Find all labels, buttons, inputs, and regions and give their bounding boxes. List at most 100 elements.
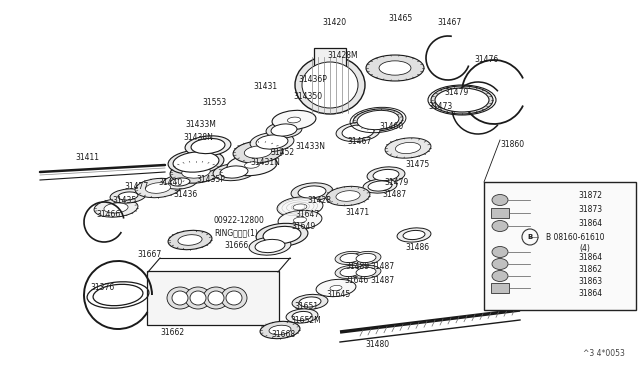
Ellipse shape bbox=[316, 279, 356, 296]
Bar bbox=[491, 283, 509, 293]
Ellipse shape bbox=[190, 291, 206, 305]
Ellipse shape bbox=[435, 88, 489, 112]
Text: 31475: 31475 bbox=[405, 160, 429, 169]
Ellipse shape bbox=[260, 321, 300, 339]
Text: 31433N: 31433N bbox=[295, 142, 325, 151]
Ellipse shape bbox=[326, 186, 370, 206]
Ellipse shape bbox=[163, 175, 197, 189]
Ellipse shape bbox=[170, 178, 190, 186]
Ellipse shape bbox=[104, 203, 128, 213]
Ellipse shape bbox=[291, 183, 333, 201]
Ellipse shape bbox=[220, 166, 248, 178]
Ellipse shape bbox=[330, 285, 342, 291]
Text: 31649: 31649 bbox=[291, 222, 316, 231]
Bar bbox=[491, 208, 509, 218]
Ellipse shape bbox=[492, 247, 508, 257]
Text: 31486: 31486 bbox=[405, 243, 429, 252]
Ellipse shape bbox=[367, 167, 405, 183]
Text: 31466: 31466 bbox=[96, 210, 120, 219]
Text: 31651: 31651 bbox=[294, 302, 318, 311]
Text: 31666: 31666 bbox=[224, 241, 248, 250]
Text: 31476: 31476 bbox=[474, 55, 499, 64]
Ellipse shape bbox=[256, 223, 308, 247]
Text: 31438N: 31438N bbox=[183, 133, 213, 142]
Ellipse shape bbox=[277, 197, 323, 217]
Text: 31435: 31435 bbox=[112, 196, 136, 205]
Ellipse shape bbox=[249, 237, 291, 255]
Text: (4): (4) bbox=[579, 244, 590, 253]
Text: 31862: 31862 bbox=[578, 266, 602, 275]
Ellipse shape bbox=[227, 154, 277, 176]
Text: 31465: 31465 bbox=[388, 14, 412, 23]
Text: 31473: 31473 bbox=[428, 102, 452, 111]
Text: RINGリング(1): RINGリング(1) bbox=[214, 228, 258, 237]
Ellipse shape bbox=[431, 86, 493, 114]
Ellipse shape bbox=[185, 136, 231, 156]
Text: 31467: 31467 bbox=[347, 137, 371, 146]
Ellipse shape bbox=[351, 251, 381, 264]
Ellipse shape bbox=[110, 189, 146, 203]
Ellipse shape bbox=[287, 117, 301, 123]
Ellipse shape bbox=[357, 110, 399, 129]
Ellipse shape bbox=[342, 125, 374, 139]
Text: 31864: 31864 bbox=[578, 289, 602, 298]
Ellipse shape bbox=[340, 267, 360, 276]
Ellipse shape bbox=[299, 297, 321, 307]
Ellipse shape bbox=[403, 230, 425, 240]
Ellipse shape bbox=[208, 291, 224, 305]
Ellipse shape bbox=[255, 240, 285, 253]
Bar bbox=[484, 182, 636, 310]
Ellipse shape bbox=[172, 291, 188, 305]
Text: 31647: 31647 bbox=[295, 210, 319, 219]
Ellipse shape bbox=[353, 109, 403, 131]
Text: 31480: 31480 bbox=[365, 340, 389, 349]
Text: B: B bbox=[527, 234, 532, 240]
Ellipse shape bbox=[335, 251, 365, 264]
Text: 31479: 31479 bbox=[444, 88, 468, 97]
Text: 31436P: 31436P bbox=[298, 75, 327, 84]
Ellipse shape bbox=[173, 152, 219, 172]
Ellipse shape bbox=[168, 150, 224, 174]
Ellipse shape bbox=[363, 179, 397, 193]
Text: 314350: 314350 bbox=[293, 92, 322, 101]
Text: 31479: 31479 bbox=[384, 178, 408, 187]
Text: 31487: 31487 bbox=[370, 276, 394, 285]
Text: 31452: 31452 bbox=[270, 148, 294, 157]
Text: 31431N: 31431N bbox=[250, 158, 280, 167]
Ellipse shape bbox=[178, 235, 202, 245]
Text: 31873: 31873 bbox=[578, 205, 602, 215]
Text: 31645: 31645 bbox=[326, 290, 350, 299]
Ellipse shape bbox=[292, 311, 312, 321]
Text: 31471: 31471 bbox=[345, 208, 369, 217]
Bar bbox=[314, 48, 346, 70]
Ellipse shape bbox=[278, 210, 322, 230]
Text: 31667: 31667 bbox=[137, 250, 161, 259]
Text: 31431: 31431 bbox=[253, 82, 277, 91]
Ellipse shape bbox=[336, 122, 380, 142]
Ellipse shape bbox=[492, 221, 508, 231]
Ellipse shape bbox=[93, 284, 143, 306]
Ellipse shape bbox=[356, 267, 376, 276]
Text: 31863: 31863 bbox=[578, 278, 602, 286]
Ellipse shape bbox=[266, 122, 302, 138]
Ellipse shape bbox=[233, 141, 283, 163]
Ellipse shape bbox=[366, 55, 424, 81]
Ellipse shape bbox=[256, 135, 288, 149]
Text: 31553: 31553 bbox=[202, 98, 227, 107]
Ellipse shape bbox=[445, 92, 479, 108]
Ellipse shape bbox=[492, 270, 508, 282]
Ellipse shape bbox=[250, 132, 294, 152]
Ellipse shape bbox=[385, 138, 431, 158]
Ellipse shape bbox=[167, 287, 193, 309]
Ellipse shape bbox=[226, 291, 242, 305]
Text: ^3 4*0053: ^3 4*0053 bbox=[583, 349, 625, 358]
Text: 31428M: 31428M bbox=[327, 51, 358, 60]
Ellipse shape bbox=[221, 287, 247, 309]
Ellipse shape bbox=[379, 61, 411, 75]
Ellipse shape bbox=[302, 62, 358, 108]
Ellipse shape bbox=[269, 325, 291, 335]
Text: 31436: 31436 bbox=[173, 190, 197, 199]
Text: 31668: 31668 bbox=[271, 330, 295, 339]
Ellipse shape bbox=[185, 287, 211, 309]
Text: 31428: 31428 bbox=[307, 196, 331, 205]
